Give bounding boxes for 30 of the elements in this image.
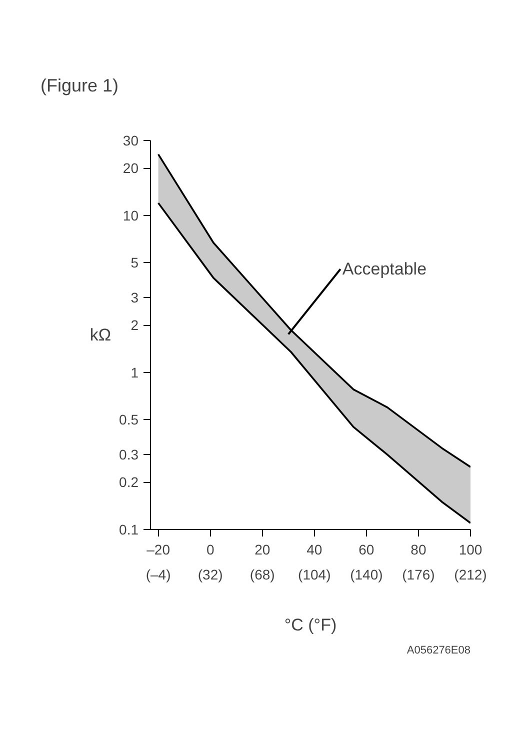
y-tick-label: 10	[122, 207, 139, 224]
annotation: Acceptable	[342, 260, 427, 279]
x-tick-label: 80	[410, 542, 426, 558]
chart-title: (Figure 1)	[40, 76, 119, 96]
y-tick-label: 3	[130, 290, 139, 306]
x-tick-label: 20	[254, 542, 270, 558]
y-tick-label: 2	[130, 317, 139, 334]
x2-tick-label: (32)	[198, 566, 223, 582]
y-tick-label: 0.3	[119, 446, 139, 463]
x2-tick-label: (–4)	[146, 566, 171, 582]
y-tick-label: 5	[130, 254, 139, 271]
x-tick-label: –20	[146, 542, 170, 558]
x2-tick-label: (176)	[402, 566, 435, 582]
y-tick-label: 30	[122, 132, 139, 148]
x-tick-label: 40	[306, 542, 322, 558]
y-tick-label: 1	[130, 364, 139, 380]
text: A056276E08	[406, 644, 471, 656]
x-axis-title: °C (°F)	[284, 616, 337, 634]
y-tick-label: 0.1	[119, 522, 139, 538]
x-tick-label: 100	[458, 542, 482, 558]
y-axis-title: kΩ	[90, 326, 112, 344]
x-tick-label: 60	[358, 542, 374, 558]
x2-tick-label: (140)	[350, 566, 383, 582]
x2-tick-label: (104)	[298, 566, 331, 582]
x2-tick-label: (212)	[454, 566, 487, 582]
y-tick-label: 0.5	[119, 412, 139, 428]
x-tick-label: 0	[206, 542, 214, 558]
y-tick-label: 0.2	[119, 474, 139, 490]
x2-tick-label: (68)	[250, 566, 275, 582]
y-tick-label: 20	[122, 160, 139, 176]
